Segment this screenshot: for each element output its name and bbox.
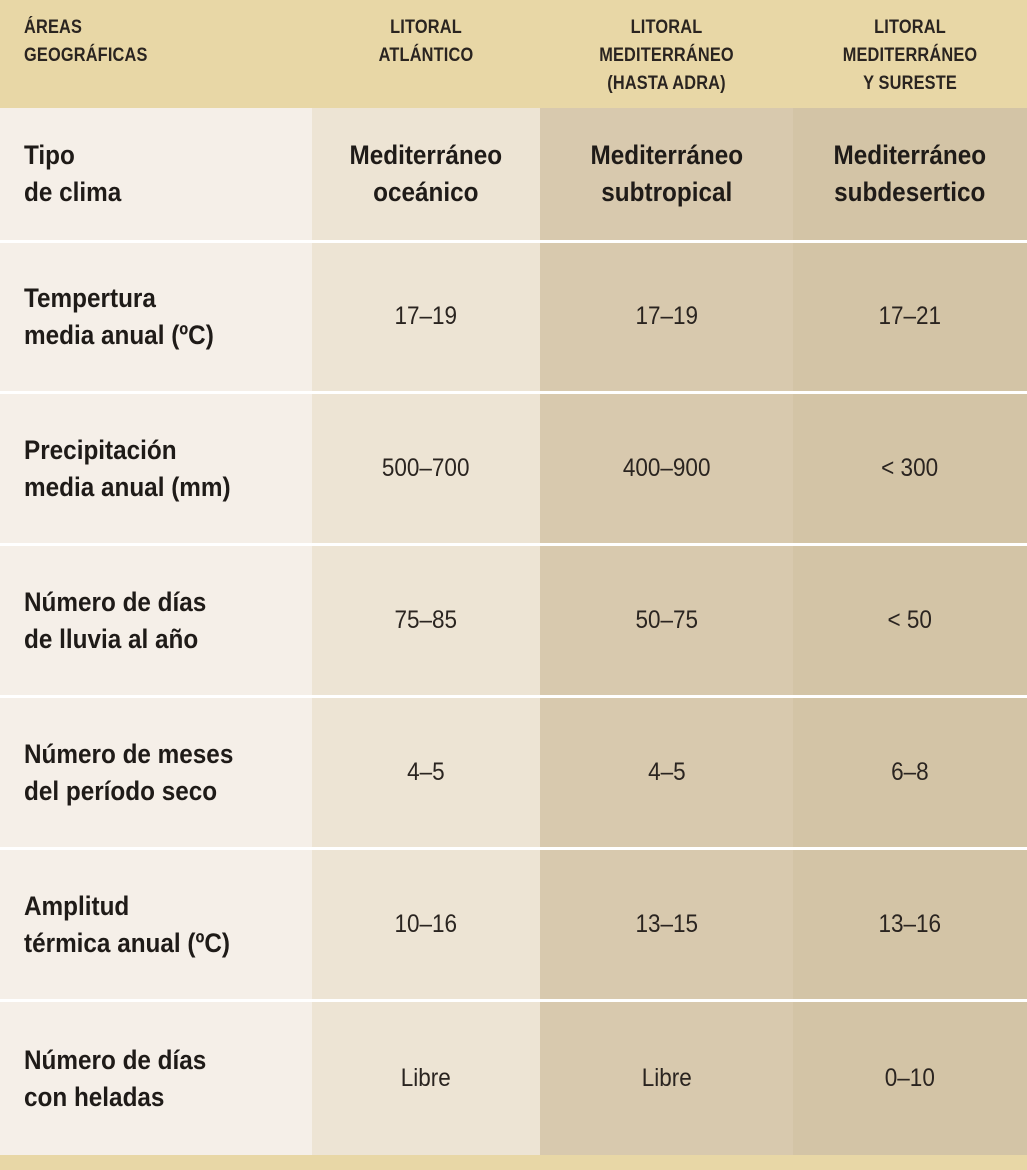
cell-value: 4–5	[647, 758, 686, 786]
cell-value: Mediterráneo subtropical	[590, 140, 743, 207]
cell-value: Libre	[641, 1064, 692, 1092]
cell-value: Libre	[400, 1064, 452, 1092]
cell-mediterranean: 17–19	[540, 243, 793, 390]
cell-southeast: 13–16	[793, 850, 1027, 999]
cell-value: 500–700	[382, 454, 470, 482]
label-column-background	[0, 108, 312, 1155]
table-row-precipitation: Precipitación media anual (mm) 500–700 4…	[0, 394, 1027, 543]
cell-atlantic: Mediterráneo oceánico	[312, 108, 540, 240]
cell-southeast: Mediterráneo subdesertico	[793, 108, 1027, 240]
row-label: Amplitud térmica anual (ºC)	[24, 850, 304, 999]
mediterranean-column-background	[540, 108, 793, 1155]
cell-mediterranean: Mediterráneo subtropical	[540, 108, 793, 240]
row-divider	[0, 695, 1027, 698]
table-row-frost-days: Número de días con heladas Libre Libre 0…	[0, 1002, 1027, 1155]
row-label-text: Número de meses del período seco	[24, 738, 234, 806]
cell-value: Mediterráneo oceánico	[349, 140, 503, 207]
row-label: Tipo de clima	[24, 108, 304, 240]
header-mediterranean-southeast: LITORAL MEDITERRÁNEO Y SURESTE	[842, 17, 978, 94]
cell-atlantic: 500–700	[312, 394, 540, 543]
cell-value: 6–8	[891, 758, 929, 786]
cell-southeast: 0–10	[793, 1002, 1027, 1155]
cell-atlantic: 17–19	[312, 243, 540, 390]
header-mediterranean-coast-adra: LITORAL MEDITERRÁNEO (HASTA ADRA)	[599, 17, 734, 94]
cell-mediterranean: 50–75	[540, 546, 793, 695]
row-label: Tempertura media anual (ºC)	[24, 243, 304, 390]
cell-atlantic: 10–16	[312, 850, 540, 999]
row-label-text: Tipo de clima	[24, 140, 122, 207]
table-row-rain-days: Número de días de lluvia al año 75–85 50…	[0, 546, 1027, 695]
cell-southeast: < 300	[793, 394, 1027, 543]
table-row-temperature: Tempertura media anual (ºC) 17–19 17–19 …	[0, 243, 1027, 390]
cell-southeast: 6–8	[793, 698, 1027, 847]
cell-value: 400–900	[622, 454, 711, 482]
cell-value: 17–19	[394, 302, 458, 330]
cell-value: 0–10	[884, 1064, 936, 1092]
cell-atlantic: Libre	[312, 1002, 540, 1155]
row-divider	[0, 543, 1027, 546]
table-row-dry-months: Número de meses del período seco 4–5 4–5…	[0, 698, 1027, 847]
southeast-column-background	[793, 108, 1027, 1155]
cell-value: 17–19	[635, 302, 698, 330]
cell-value: < 300	[881, 454, 939, 482]
cell-value: 10–16	[394, 910, 458, 938]
row-label: Número de días de lluvia al año	[24, 546, 304, 695]
cell-atlantic: 4–5	[312, 698, 540, 847]
cell-value: 13–16	[878, 910, 942, 938]
cell-mediterranean: 13–15	[540, 850, 793, 999]
cell-southeast: < 50	[793, 546, 1027, 695]
atlantic-column-background	[312, 108, 540, 1155]
cell-atlantic: 75–85	[312, 546, 540, 695]
cell-mediterranean: 4–5	[540, 698, 793, 847]
table-footer-bar	[0, 1155, 1027, 1170]
row-divider	[0, 847, 1027, 850]
row-label: Número de meses del período seco	[24, 698, 304, 847]
cell-mediterranean: Libre	[540, 1002, 793, 1155]
row-divider	[0, 999, 1027, 1002]
header-atlantic-coast: LITORAL ATLÁNTICO	[378, 17, 474, 66]
row-divider	[0, 391, 1027, 394]
table-row-thermal-amplitude: Amplitud térmica anual (ºC) 10–16 13–15 …	[0, 850, 1027, 999]
row-label-text: Amplitud térmica anual (ºC)	[24, 890, 231, 958]
cell-value: 13–15	[635, 910, 698, 938]
cell-value: Mediterráneo subdesertico	[833, 140, 987, 207]
row-divider	[0, 240, 1027, 243]
row-label-text: Precipitación media anual (mm)	[24, 434, 231, 502]
cell-value: 17–21	[878, 302, 942, 330]
row-label-text: Número de días de lluvia al año	[24, 586, 207, 654]
cell-value: 50–75	[635, 606, 698, 634]
row-label-text: Número de días con heladas	[24, 1044, 207, 1112]
cell-value: 4–5	[407, 758, 445, 786]
cell-value: < 50	[887, 606, 933, 634]
row-label: Precipitación media anual (mm)	[24, 394, 304, 543]
table-header: ÁREAS GEOGRÁFICAS LITORAL ATLÁNTICO LITO…	[0, 0, 1027, 108]
table-row-climate-type: Tipo de clima Mediterráneo oceánico Medi…	[0, 108, 1027, 240]
row-label-text: Tempertura media anual (ºC)	[24, 282, 214, 350]
cell-value: 75–85	[394, 606, 458, 634]
row-label: Número de días con heladas	[24, 1002, 304, 1155]
cell-southeast: 17–21	[793, 243, 1027, 390]
header-geographic-areas: ÁREAS GEOGRÁFICAS	[24, 17, 148, 66]
cell-mediterranean: 400–900	[540, 394, 793, 543]
